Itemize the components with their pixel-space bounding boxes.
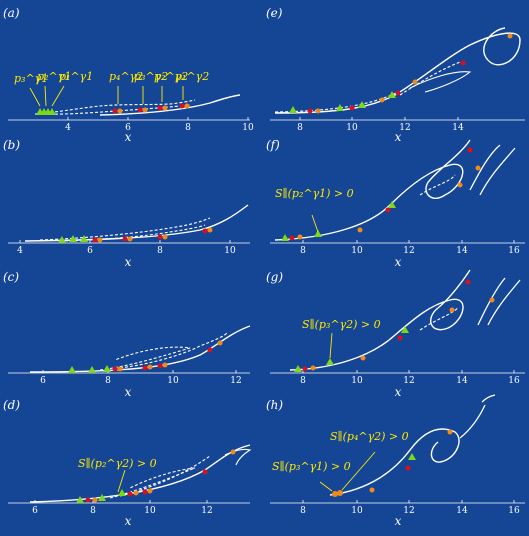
tick-label: 6 — [32, 506, 38, 516]
annotation-f: S∥(p₂^γ1) > 0 — [275, 187, 354, 200]
panel-e — [270, 27, 525, 121]
tick-label: 8 — [297, 123, 303, 133]
tick-label: 8 — [300, 506, 306, 516]
annotation-p4g2: p₄^γ2 — [109, 70, 144, 83]
tick-label: 10 — [167, 376, 179, 386]
tick-label: 8 — [90, 506, 96, 516]
annotation-p1g1: p₁^γ1 — [59, 70, 94, 83]
tick-label: 10 — [351, 246, 363, 256]
tick-label: 14 — [456, 246, 468, 256]
tick-label: 8 — [105, 376, 111, 386]
panel-a — [8, 85, 250, 121]
tick-label: 10 — [242, 123, 254, 133]
annotation-h-1: S∥(p₄^γ2) > 0 — [330, 430, 409, 443]
xlabel-b: x — [124, 255, 132, 269]
tick-label: 12 — [399, 123, 411, 133]
annotation-g: S∥(p₃^γ2) > 0 — [302, 318, 381, 331]
annotation-p3g2: p₃^γ2 — [134, 70, 169, 83]
panel-label-e: (e) — [266, 6, 283, 20]
tick-label: 12 — [403, 376, 415, 386]
panel-label-a: (a) — [3, 6, 20, 20]
panel-d — [8, 444, 252, 504]
tick-label: 16 — [508, 376, 520, 386]
tick-label: 6 — [87, 246, 93, 256]
panel-label-c: (c) — [3, 270, 20, 284]
xlabel-f: x — [394, 255, 402, 269]
panel-f — [270, 139, 525, 244]
annotation-p3g1: p₃^γ1 — [14, 72, 49, 85]
tick-label: 10 — [144, 506, 156, 516]
xlabel-c: x — [124, 385, 132, 399]
tick-label: 12 — [403, 246, 415, 256]
panel-c — [8, 325, 251, 374]
panel-g — [270, 269, 525, 374]
annotation-p2g1: p₂^γ1 — [37, 70, 72, 83]
annotation-p2g2: p₂^γ2 — [154, 70, 189, 83]
tick-label: 8 — [185, 123, 191, 133]
tick-label: 16 — [508, 246, 520, 256]
tick-label: 12 — [230, 376, 242, 386]
xlabel-g: x — [394, 385, 402, 399]
panel-b — [8, 204, 250, 244]
tick-label: 8 — [157, 246, 163, 256]
tick-label: 6 — [125, 123, 131, 133]
tick-label: 10 — [351, 376, 363, 386]
tick-label: 14 — [452, 123, 464, 133]
annotation-p1g2: p₁^γ2 — [175, 70, 210, 83]
tick-label: 12 — [201, 506, 213, 516]
annotation-d: S∥(p₂^γ2) > 0 — [78, 457, 157, 470]
annotation-h-2: S∥(p₃^γ1) > 0 — [272, 460, 351, 473]
xlabel-d: x — [124, 514, 132, 528]
tick-label: 14 — [456, 506, 468, 516]
tick-label: 10 — [224, 246, 236, 256]
xlabel-h: x — [394, 514, 402, 528]
tick-label: 14 — [456, 376, 468, 386]
panel-h — [270, 394, 525, 504]
tick-label: 8 — [300, 246, 306, 256]
tick-label: 6 — [40, 376, 46, 386]
panel-label-h: (h) — [266, 398, 284, 412]
tick-label: 10 — [346, 123, 358, 133]
tick-label: 4 — [17, 246, 23, 256]
panel-label-b: (b) — [3, 138, 21, 152]
panel-label-d: (d) — [3, 398, 21, 412]
xlabel-a: x — [124, 130, 132, 144]
tick-label: 16 — [508, 506, 520, 516]
tick-label: 12 — [403, 506, 415, 516]
panel-label-f: (f) — [266, 138, 280, 152]
panel-label-g: (g) — [266, 270, 284, 284]
tick-label: 4 — [65, 123, 71, 133]
xlabel-e: x — [394, 130, 402, 144]
tick-label: 10 — [351, 506, 363, 516]
tick-label: 8 — [300, 376, 306, 386]
